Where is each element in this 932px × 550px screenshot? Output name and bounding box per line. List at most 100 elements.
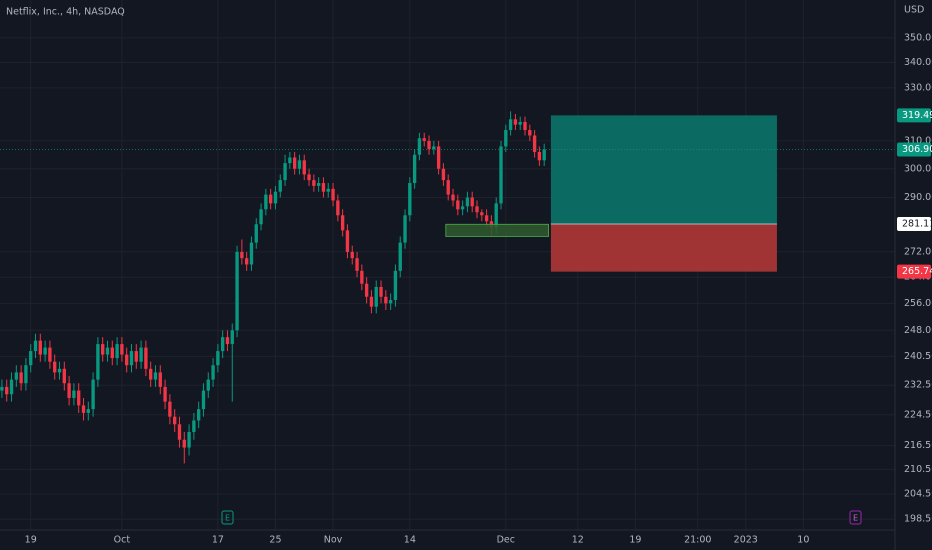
candle-body [427, 140, 431, 150]
candle-body [182, 439, 186, 448]
x-tick-label: 17 [212, 535, 224, 546]
candle-body [446, 180, 450, 195]
candle-body [412, 154, 417, 184]
candle-body [374, 286, 378, 307]
chart-title: Netflix, Inc., 4h, NASDAQ [6, 7, 125, 18]
candle-body [201, 390, 206, 410]
axes: 350.00 340.00 330.00 310.00 300.00 290.00 272.… [25, 32, 932, 545]
candle-body [216, 351, 220, 366]
candle-body [345, 230, 350, 252]
candle-body [244, 258, 249, 265]
candle-body [542, 149, 546, 161]
candle-body [537, 151, 542, 161]
candle-body [101, 344, 105, 355]
candle-body [307, 174, 311, 181]
candle-body [283, 163, 287, 181]
candle-body [24, 365, 28, 384]
plot [0, 111, 895, 464]
candle-body [53, 361, 57, 373]
x-tick-label: Dec [497, 535, 515, 546]
candle-body [33, 340, 38, 352]
candle-body [43, 347, 47, 355]
price-label-box [897, 142, 931, 157]
candle-body [465, 197, 470, 207]
candle-body [91, 379, 95, 410]
candle-body [508, 119, 513, 131]
candle-body [144, 347, 148, 369]
zone [445, 223, 549, 237]
y-tick-label: 198.50 [904, 514, 932, 525]
x-tick-label: 14 [404, 535, 416, 546]
earnings-icon[interactable]: E [221, 510, 234, 525]
candle-body [273, 191, 278, 204]
candle-body [360, 270, 364, 284]
candle-body [355, 258, 359, 271]
candle-body [235, 251, 239, 331]
candle-body [408, 183, 412, 216]
candle-body [86, 409, 90, 413]
candle-body [379, 286, 383, 297]
candle-body [57, 368, 62, 373]
candle-body [220, 337, 225, 352]
y-tick-label: 290.00 [904, 192, 932, 203]
candle-body [225, 337, 230, 345]
candle-body [38, 340, 42, 355]
candle-body [168, 401, 172, 417]
y-tick-label: 256.00 [904, 298, 932, 309]
svg-text:E: E [853, 514, 858, 523]
candle-body [254, 224, 258, 243]
candle-body [192, 420, 196, 432]
candle-body [331, 188, 335, 201]
candle-body [436, 146, 441, 169]
candle-body [369, 296, 374, 307]
x-tick-label: 10 [797, 535, 809, 546]
x-tick-label: 21:00 [684, 535, 711, 546]
candle-body [456, 200, 460, 210]
candle-body [451, 194, 455, 201]
x-tick-label: Oct [114, 535, 131, 546]
y-tick-label: 300.00 [904, 163, 932, 174]
candle-body [5, 386, 9, 395]
y-tick-label: 350.00 [904, 32, 932, 43]
candle-body [268, 194, 273, 204]
candle-body [350, 251, 354, 259]
candle-body [504, 130, 508, 147]
candle-body [398, 242, 402, 271]
candle-body [196, 409, 201, 421]
candle-body [125, 354, 129, 366]
stop-zone [550, 223, 777, 272]
candle-body [96, 344, 100, 380]
candle-body [81, 405, 86, 413]
candle-body [72, 390, 76, 398]
x-tick-label: 19 [629, 535, 641, 546]
candle-body [187, 431, 191, 448]
candle-body [513, 119, 518, 125]
candle-body [336, 200, 340, 216]
candle-body [288, 157, 292, 164]
candle-body [403, 215, 407, 243]
candle-body [105, 347, 110, 355]
price-label: 281.11 [902, 218, 932, 229]
candle-body [0, 386, 4, 391]
candle-body [9, 379, 14, 395]
price-label: 319.49 [902, 110, 932, 121]
candle-body [484, 215, 489, 222]
earnings-icon[interactable]: E [849, 510, 862, 525]
candle-body [499, 146, 503, 204]
y-tick-label: 272.00 [904, 246, 932, 257]
candle-body [110, 347, 114, 359]
candle-body [29, 351, 33, 366]
candle-body [149, 368, 153, 380]
candle-body [14, 372, 18, 380]
candle-body [249, 242, 254, 265]
candle-body [77, 390, 81, 406]
y-tick-label: 224.50 [904, 409, 932, 420]
x-tick-label: 19 [25, 535, 37, 546]
y-tick-label: 330.00 [904, 82, 932, 93]
candle-body [278, 180, 282, 192]
price-label: 265.74 [902, 266, 932, 277]
candle-body [364, 283, 369, 297]
candle-body [340, 215, 345, 231]
